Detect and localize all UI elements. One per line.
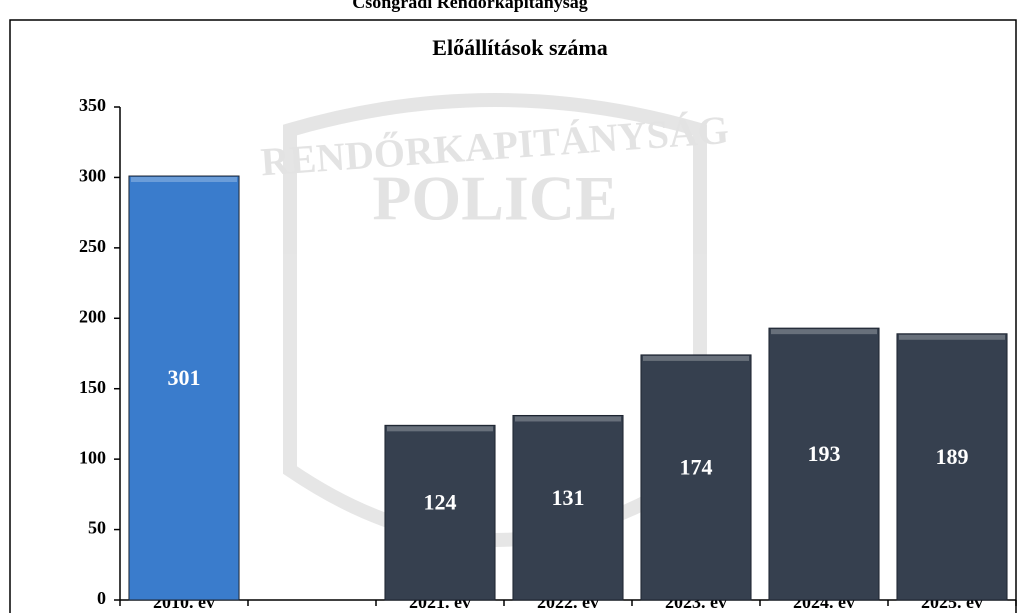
y-tick-label: 250	[79, 236, 106, 256]
value-label: 189	[936, 444, 969, 469]
value-label: 193	[808, 441, 841, 466]
chart-title: Előállítások száma	[432, 35, 607, 60]
y-tick-label: 200	[79, 306, 106, 326]
value-label: 174	[680, 455, 713, 480]
bar	[640, 354, 752, 601]
bar	[128, 175, 240, 601]
y-tick-label: 300	[79, 166, 106, 186]
bar-highlight	[898, 334, 1006, 340]
bar	[896, 333, 1008, 601]
page-header: Csongrádi Rendőrkapitányság	[352, 0, 588, 12]
bar-highlight	[770, 329, 878, 335]
watermark-label: POLICE	[372, 163, 617, 234]
value-label: 301	[168, 365, 201, 390]
bar-highlight	[514, 416, 622, 422]
bar-highlight	[386, 426, 494, 432]
y-tick-label: 150	[79, 377, 106, 397]
bar-highlight	[130, 177, 238, 183]
value-label: 124	[424, 490, 457, 515]
y-tick-label: 350	[79, 95, 106, 115]
bar	[384, 424, 496, 601]
y-tick-label: 100	[79, 447, 106, 467]
bar	[768, 327, 880, 601]
y-tick-label: 50	[88, 518, 106, 538]
bar-highlight	[642, 355, 750, 361]
bar	[512, 414, 624, 601]
y-tick-label: 0	[97, 588, 106, 608]
value-label: 131	[552, 485, 585, 510]
